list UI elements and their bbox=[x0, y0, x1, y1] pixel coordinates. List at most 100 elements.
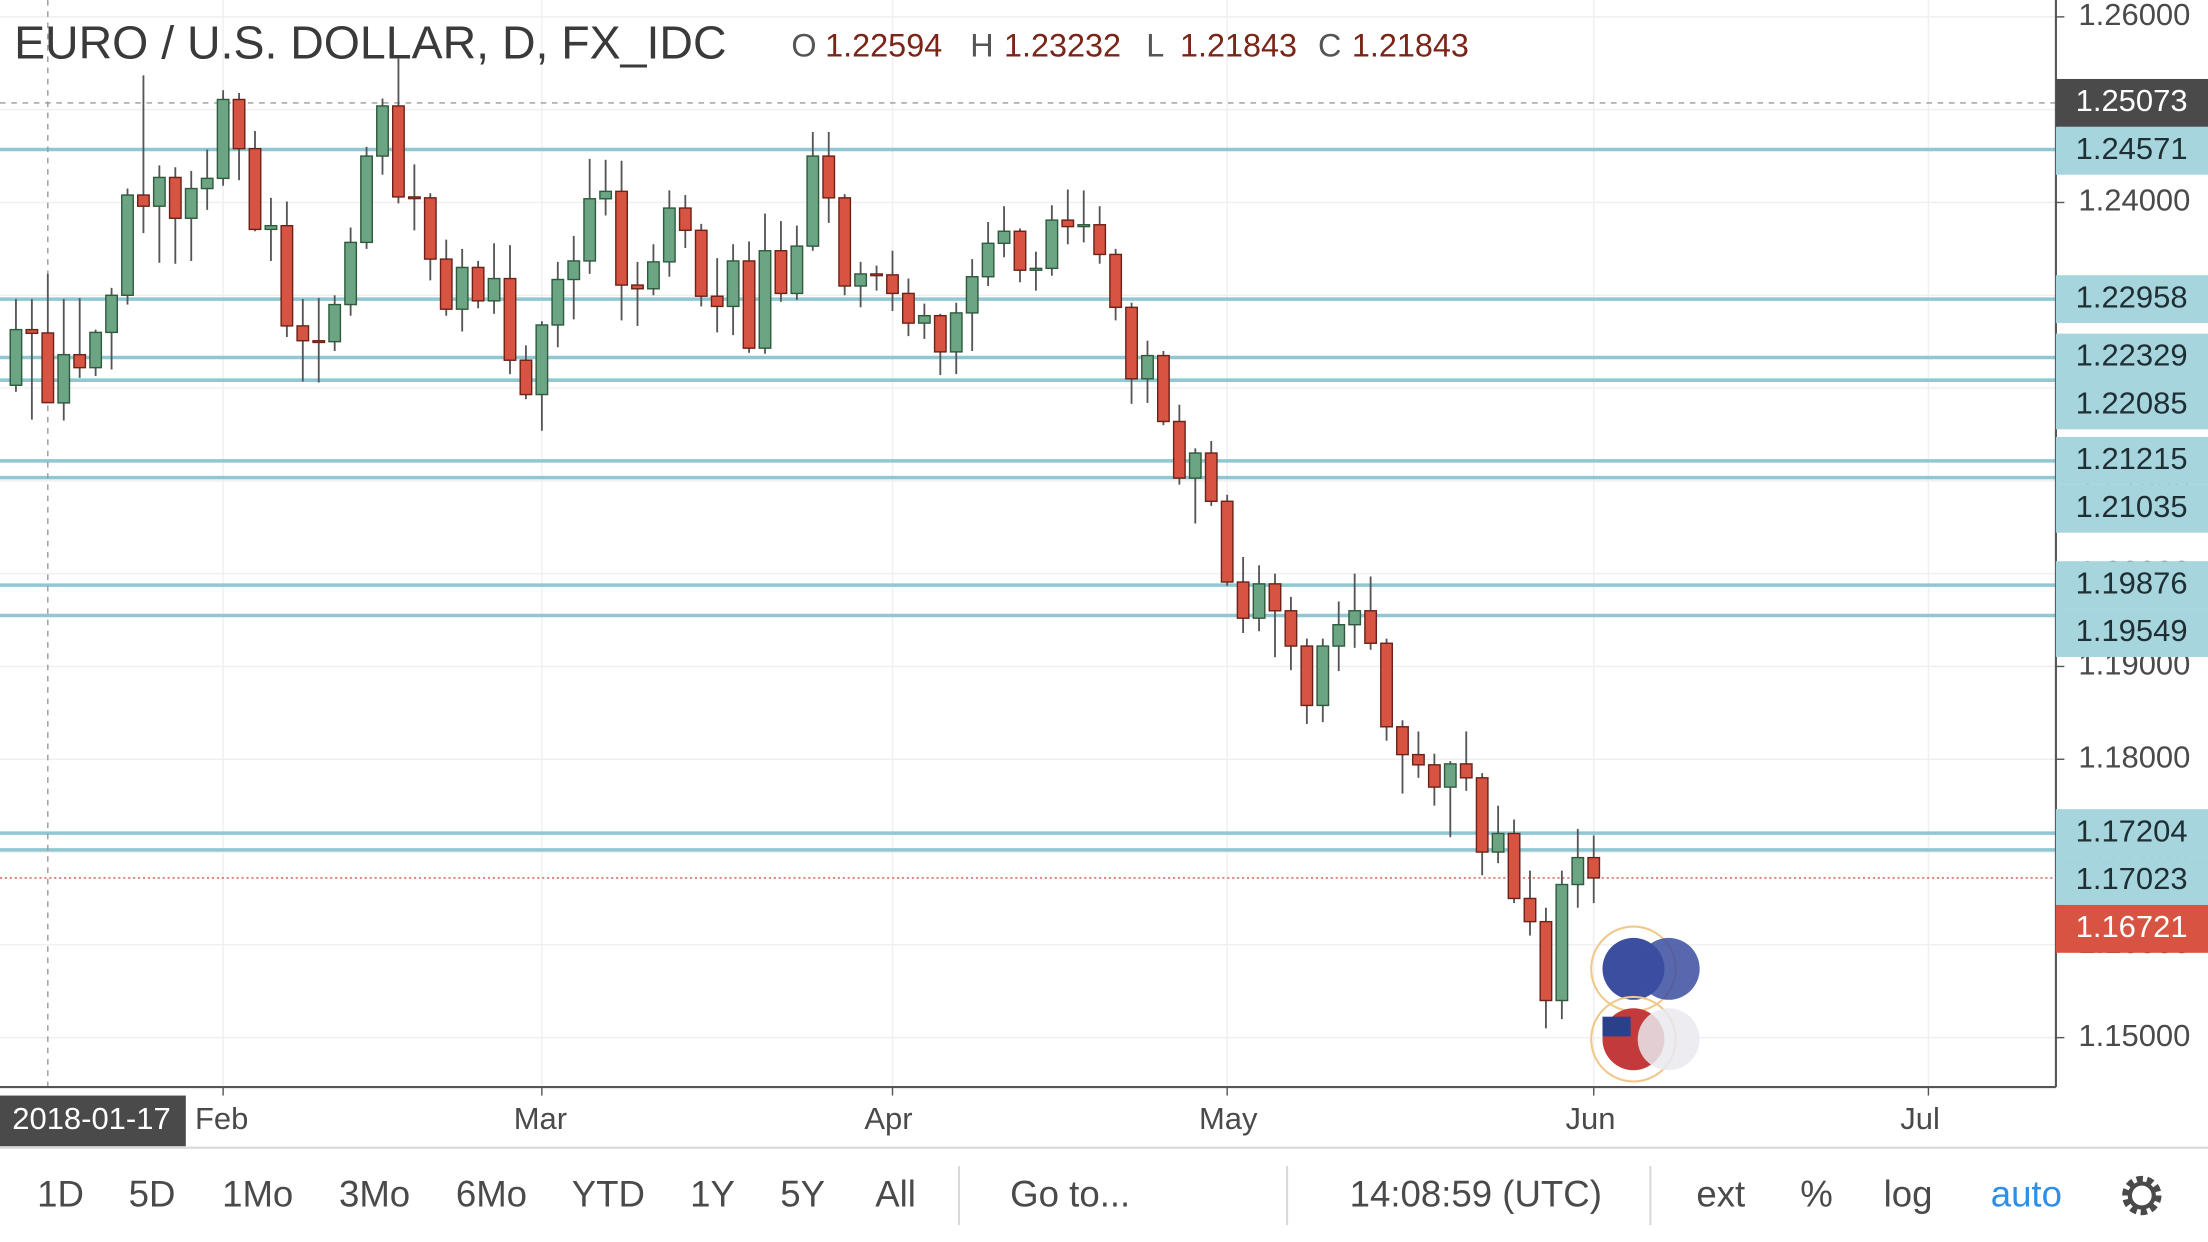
range-button[interactable]: 6Mo bbox=[456, 1174, 527, 1215]
candle-body bbox=[9, 328, 23, 386]
range-button[interactable]: All bbox=[875, 1174, 916, 1215]
level-label: 1.21215 bbox=[2076, 441, 2188, 476]
level-label-box bbox=[2055, 561, 2208, 610]
gear-teeth bbox=[2122, 1175, 2162, 1216]
candle-body bbox=[344, 241, 358, 306]
level-label-box bbox=[2055, 381, 2208, 430]
candle-body bbox=[615, 190, 628, 286]
range-button[interactable]: 5Y bbox=[780, 1174, 825, 1215]
y-tick-label: 1.26000 bbox=[2078, 0, 2190, 32]
candle-body bbox=[726, 260, 740, 308]
candle-body bbox=[997, 230, 1011, 245]
candle-body bbox=[455, 266, 469, 310]
settings-gear[interactable] bbox=[2122, 1175, 2162, 1216]
candles bbox=[9, 58, 1601, 1029]
crosshair-date-box bbox=[0, 1095, 186, 1147]
option-button[interactable]: auto bbox=[1991, 1174, 2062, 1215]
level-label: 1.17023 bbox=[2076, 861, 2188, 896]
range-button[interactable]: 1D bbox=[37, 1174, 84, 1215]
candle-body bbox=[25, 328, 39, 335]
candle-body bbox=[57, 353, 71, 404]
range-button[interactable]: YTD bbox=[572, 1174, 645, 1215]
candle-body bbox=[933, 314, 947, 353]
candle-body bbox=[487, 277, 501, 302]
ohlc-letter: O bbox=[791, 27, 816, 63]
candle-body bbox=[917, 314, 931, 324]
candle-body bbox=[105, 294, 119, 334]
range-button[interactable]: 5D bbox=[129, 1174, 176, 1215]
candle-body bbox=[296, 325, 310, 342]
candle-body bbox=[567, 260, 581, 281]
toolbar: Go to... 14:08:59 (UTC) 1D 5D 1Mo 3Mo 6Mo YTD… bbox=[0, 1146, 2208, 1226]
candle-body bbox=[1411, 753, 1425, 766]
candle-body bbox=[376, 105, 389, 157]
y-tick-label: 1.15000 bbox=[2078, 1018, 2190, 1053]
candle-body bbox=[1141, 354, 1154, 380]
x-tick-label: Jun bbox=[1566, 1101, 1616, 1136]
price-labels: 1.25073 1.24571 1.22958 1.22329 1.22085 1.212… bbox=[2055, 78, 2208, 953]
candle-body bbox=[439, 258, 453, 310]
candle-body bbox=[168, 176, 182, 219]
x-tick-label: Jul bbox=[1900, 1101, 1940, 1136]
candle-body bbox=[1491, 832, 1505, 853]
range-button[interactable]: 1Mo bbox=[222, 1174, 293, 1215]
candle-body bbox=[822, 155, 836, 199]
candle-body bbox=[89, 331, 103, 369]
candle-body bbox=[1587, 856, 1601, 879]
option-button[interactable]: ext bbox=[1696, 1174, 1745, 1215]
candle-body bbox=[1316, 645, 1330, 707]
option-button[interactable]: % bbox=[1800, 1174, 1833, 1215]
us-flag-icon bbox=[1637, 1008, 1700, 1071]
y-tick-label: 1.18000 bbox=[2078, 739, 2190, 774]
candle-body bbox=[1284, 610, 1298, 647]
candle-body bbox=[774, 250, 788, 295]
candle-body bbox=[423, 197, 437, 260]
candle-body bbox=[73, 353, 87, 369]
level-label-box bbox=[2055, 857, 2208, 905]
candle-body bbox=[1396, 726, 1409, 756]
grid bbox=[0, 0, 2056, 1088]
candle-body bbox=[710, 295, 724, 308]
us-flag-canton bbox=[1602, 1016, 1631, 1037]
candle-body bbox=[503, 277, 517, 361]
candle-body bbox=[248, 147, 262, 231]
range-button[interactable]: 3Mo bbox=[339, 1174, 410, 1215]
candle-body bbox=[41, 332, 55, 404]
level-label-box bbox=[2055, 333, 2208, 382]
candle-body bbox=[1029, 267, 1043, 271]
candle-body bbox=[551, 278, 565, 326]
last-price-label-box bbox=[2055, 904, 2208, 953]
candle-body bbox=[1045, 219, 1059, 270]
level-label-box bbox=[2055, 809, 2208, 858]
candle-body bbox=[1093, 224, 1107, 256]
candle-body bbox=[136, 194, 150, 207]
y-tick-label: 1.24000 bbox=[2078, 183, 2190, 218]
candle-body bbox=[886, 274, 899, 295]
candle-body bbox=[216, 98, 230, 180]
candle-body bbox=[806, 155, 820, 247]
candle-body bbox=[152, 176, 166, 207]
goto-button[interactable]: Go to... bbox=[1010, 1174, 1130, 1215]
range-button[interactable]: 1Y bbox=[690, 1174, 735, 1215]
candle-body bbox=[1109, 253, 1123, 309]
candle-body bbox=[1507, 832, 1521, 900]
candle-body bbox=[1571, 856, 1585, 886]
x-tick-label: Apr bbox=[864, 1101, 912, 1136]
candle-body bbox=[949, 312, 963, 353]
candle-body bbox=[312, 340, 326, 344]
candle-body bbox=[1204, 452, 1218, 502]
axes: FebMarAprMayJunJul1.260001.250001.240001… bbox=[0, 0, 2191, 1147]
candle-body bbox=[1061, 219, 1075, 228]
option-button[interactable]: log bbox=[1884, 1174, 1933, 1215]
header: EURO / U.S. DOLLAR, D, FX_IDC O 1.22594 H 1… bbox=[14, 17, 1469, 69]
candle-body bbox=[328, 303, 342, 343]
candle-body bbox=[870, 273, 883, 277]
candle-body bbox=[583, 198, 597, 262]
crosshair-date-label: 2018-01-17 bbox=[12, 1101, 170, 1136]
candle-body bbox=[1475, 777, 1489, 853]
candle-body bbox=[981, 242, 995, 278]
candle-body bbox=[1077, 224, 1091, 228]
candle-body bbox=[758, 250, 772, 349]
